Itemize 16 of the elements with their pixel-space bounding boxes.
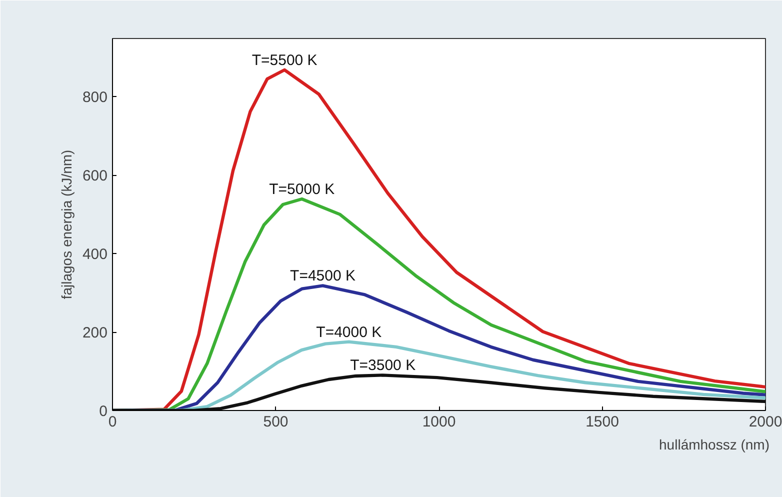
series-label: T=5500 K (252, 52, 318, 69)
y-tick-label: 0 (99, 403, 108, 420)
series-label: T=4500 K (290, 268, 356, 285)
series-label: T=3500 K (350, 357, 416, 374)
y-axis-title: fajlagos energia (kJ/nm) (58, 150, 74, 300)
y-tick-label: 600 (82, 168, 108, 185)
x-tick-label: 2000 (748, 414, 782, 430)
y-tick-label: 800 (82, 89, 108, 106)
x-tick-label: 1000 (422, 414, 456, 430)
x-axis-title: hullámhossz (nm) (659, 436, 770, 452)
y-tick-label: 400 (82, 246, 108, 264)
x-tick-label: 1500 (586, 414, 619, 430)
x-tick-label: 500 (263, 414, 288, 430)
series-label: T=4000 K (316, 324, 382, 341)
y-tick-label: 200 (82, 324, 108, 342)
series-label: T=5000 K (269, 180, 335, 198)
